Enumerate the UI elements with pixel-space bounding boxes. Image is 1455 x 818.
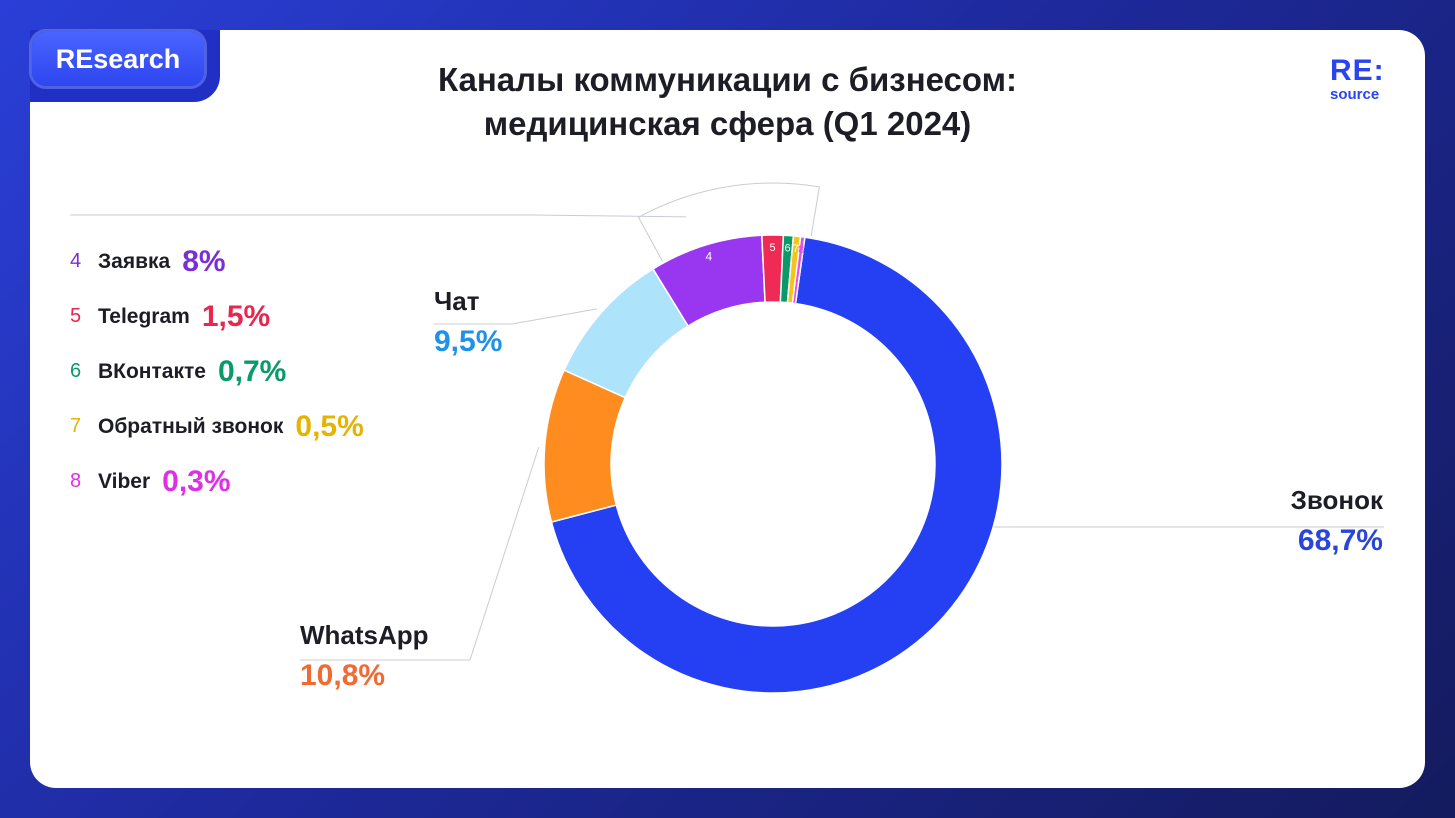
legend-number: 4	[70, 250, 82, 272]
slice-number: 6	[785, 242, 791, 254]
callout-box	[637, 182, 820, 262]
legend-number: 8	[70, 470, 82, 492]
donut-slices	[543, 234, 1003, 694]
leader-line-whatsapp	[300, 446, 540, 661]
legend-number: 5	[70, 305, 82, 327]
legend-number: 7	[70, 415, 82, 437]
legend-name: Заявка	[98, 249, 171, 273]
legend-name: ВКонтакте	[98, 359, 206, 383]
legend-item: 5 Telegram 1,5%	[70, 289, 364, 344]
chart-title: Каналы коммуникации с бизнесом: медицинс…	[300, 58, 1155, 146]
resource-logo: RE: source	[1330, 54, 1410, 103]
donut-slice	[550, 236, 1003, 694]
legend-name: Обратный звонок	[98, 414, 284, 438]
legend-item: 7 Обратный звонок 0,5%	[70, 399, 364, 454]
donut-slice	[791, 235, 806, 305]
legend-value: 0,7%	[217, 354, 287, 388]
leader-line-callout	[70, 214, 687, 218]
small-slices-legend: 4 Заявка 8% 5 Telegram 1,5% 6 ВКонтакте …	[70, 234, 364, 509]
label-whatsapp-name: WhatsApp	[300, 620, 429, 650]
legend-item: 8 Viber 0,3%	[70, 454, 364, 509]
legend-item: 6 ВКонтакте 0,7%	[70, 344, 364, 399]
slice-number: 7	[793, 243, 799, 255]
logo-line-2: source	[1330, 86, 1380, 103]
legend-value: 1,5%	[201, 299, 271, 333]
slice-number: 8	[798, 244, 804, 256]
legend-value: 8%	[182, 244, 226, 278]
label-chat-name: Чат	[434, 286, 480, 316]
leader-lines	[70, 214, 1384, 661]
slice-numbers: 4 5 6 7 8	[705, 242, 804, 264]
label-whatsapp: WhatsApp 10,8%	[300, 620, 429, 693]
legend-name: Viber	[98, 469, 151, 493]
research-badge: REsearch	[32, 32, 204, 86]
label-zvonok-name: Звонок	[1290, 485, 1383, 515]
callout-outline	[637, 182, 820, 262]
slice-number: 4	[705, 250, 712, 264]
legend-value: 0,3%	[162, 464, 231, 498]
label-chat: Чат 9,5%	[434, 286, 502, 359]
chart-title-line-2: медицинская сфера (Q1 2024)	[483, 105, 972, 142]
label-whatsapp-value: 10,8%	[300, 659, 386, 692]
slice-number: 5	[770, 242, 776, 254]
label-zvonok: Звонок 68,7%	[1291, 485, 1383, 558]
label-zvonok-value: 68,7%	[1297, 524, 1383, 557]
legend-item: 4 Заявка 8%	[70, 234, 364, 289]
leader-line-chat	[434, 308, 598, 325]
legend-number: 6	[70, 360, 82, 382]
legend-value: 0,5%	[295, 409, 364, 443]
legend-name: Telegram	[98, 304, 190, 328]
chart-title-line-1: Каналы коммуникации с бизнесом:	[437, 61, 1018, 98]
logo-line-1: RE:	[1330, 54, 1385, 87]
label-chat-value: 9,5%	[434, 325, 503, 358]
